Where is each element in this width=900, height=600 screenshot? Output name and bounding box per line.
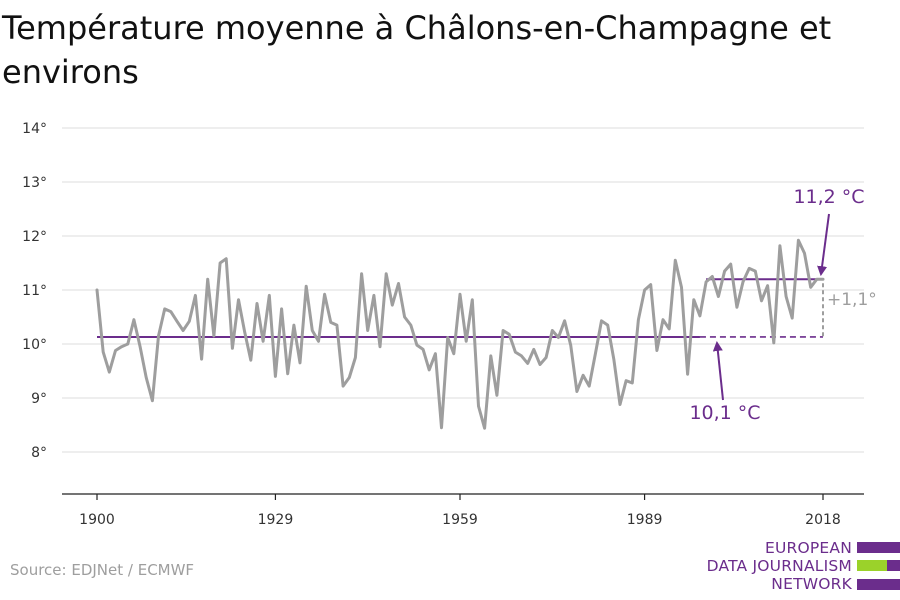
x-axis: 1900 1929 1959 1989 2018 [62,493,864,528]
arrow-recent-average [817,213,830,277]
y-tick-label-11: 11° [22,283,47,299]
logo-line-3: NETWORK [771,575,852,593]
y-axis-tick-labels: 8° 9° 10° 11° 12° 13° 14° [22,121,47,461]
series-layer [95,238,825,430]
arrow-baseline-average [712,340,724,401]
y-tick-label-12: 12° [22,229,47,245]
annotations: 11,2 °C 10,1 °C +1,1° [689,186,876,424]
logo-bar-purple-bottom [857,579,900,590]
x-tick-label-2018: 2018 [805,512,841,528]
label-baseline-average: 10,1 °C [689,402,760,424]
x-tick-label-1989: 1989 [627,512,663,528]
x-tick-label-1929: 1929 [258,512,294,528]
difference-label: +1,1° [827,290,877,310]
y-tick-label-9: 9° [31,391,47,407]
source-note: Source: EDJNet / ECMWF [10,561,195,579]
y-tick-label-13: 13° [22,175,47,191]
x-tick-label-1900: 1900 [79,512,115,528]
chart-title: Température moyenne à Châlons-en-Champag… [2,9,832,91]
x-tick-label-1959: 1959 [442,512,478,528]
logo-line-1: EUROPEAN [764,539,852,557]
label-recent-average: 11,2 °C [793,186,864,208]
y-tick-label-14: 14° [22,121,47,137]
logo-bar-purple-middle [887,560,900,571]
logo-bar-purple-top [857,542,900,553]
y-tick-label-8: 8° [31,445,47,461]
edjnet-logo: EUROPEAN DATA JOURNALISM NETWORK [700,539,900,597]
series-line-0 [95,238,825,430]
grid-lines [62,127,864,453]
y-tick-label-10: 10° [22,337,47,353]
logo-line-2: DATA JOURNALISM [706,557,852,575]
logo-bar-green [857,560,887,571]
